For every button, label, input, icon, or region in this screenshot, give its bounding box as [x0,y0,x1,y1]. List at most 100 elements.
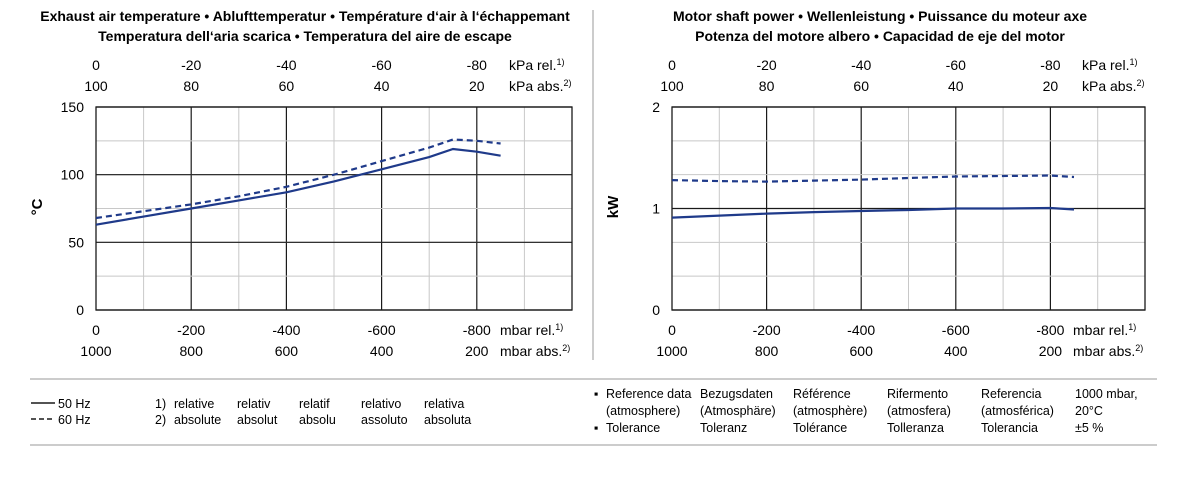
x-top-abs-tick-label: 100 [660,78,684,94]
x-bottom-rel-tick-label: -600 [942,322,970,338]
x-top-rel-tick-label: -20 [756,57,776,73]
reference-en-line1: Reference data [606,387,692,401]
reference-de-line2: (Atmosphäre) [700,404,776,418]
footnote-fr-absolu: absolu [299,413,336,427]
x-bottom-rel-tick-label: 0 [668,322,676,338]
x-bottom-rel-unit: mbar rel.1) [500,322,563,338]
reference-it-line3: Tolleranza [887,421,944,435]
reference-fr-line3: Tolérance [793,421,847,435]
footnote-number-1: 1) [155,397,166,411]
reference-value-line2: 20°C [1075,404,1103,418]
x-bottom-abs-tick-label: 200 [1039,343,1063,359]
x-top-rel-tick-label: -40 [276,57,296,73]
y-tick-label: 2 [652,99,660,115]
x-bottom-rel-tick-label: -800 [463,322,491,338]
y-tick-label: 100 [61,167,85,183]
x-bottom-abs-unit: mbar abs.2) [1073,343,1143,359]
footnote-es-absoluta: absoluta [424,413,471,427]
right-chart-title-line2: Potenza del motore albero • Capacidad de… [695,28,1065,44]
x-bottom-abs-tick-label: 1000 [80,343,111,359]
footnote-it-relativo: relativo [361,397,401,411]
x-bottom-abs-tick-label: 400 [944,343,968,359]
footnote-de-absolut: absolut [237,413,278,427]
x-top-abs-tick-label: 80 [759,78,775,94]
x-top-rel-tick-label: -60 [371,57,391,73]
x-top-rel-tick-label: -60 [946,57,966,73]
x-bottom-rel-tick-label: -400 [847,322,875,338]
x-bottom-abs-tick-label: 600 [275,343,299,359]
y-tick-label: 1 [652,201,660,217]
reference-fr-line2: (atmosphère) [793,404,867,418]
footnote-en-relative: relative [174,397,214,411]
reference-en-line3: Tolerance [606,421,660,435]
x-bottom-rel-unit: mbar rel.1) [1073,322,1136,338]
y-tick-label: 0 [76,302,84,318]
legend-60hz-label: 60 Hz [58,413,91,427]
legend-50hz-label: 50 Hz [58,397,91,411]
plot-frame [671,106,1146,311]
reference-value-line1: 1000 mbar, [1075,387,1138,401]
x-bottom-abs-tick-label: 800 [755,343,779,359]
legend: 50 Hz 60 Hz [31,397,91,427]
x-bottom-rel-tick-label: -400 [272,322,300,338]
x-top-rel-unit: kPa rel.1) [509,57,564,73]
x-top-abs-unit: kPa abs.2) [509,78,572,94]
x-top-rel-tick-label: 0 [92,57,100,73]
reference-bullet-1: ▪ [594,387,598,401]
left-chart-axes: 150100500010001000-2080-200800-4060-4006… [61,57,572,359]
x-top-abs-tick-label: 40 [374,78,390,94]
x-top-rel-tick-label: -20 [181,57,201,73]
footnote-number-2: 2) [155,413,166,427]
reference-de-line1: Bezugsdaten [700,387,773,401]
x-bottom-abs-tick-label: 400 [370,343,394,359]
reference-es-line1: Referencia [981,387,1041,401]
x-top-rel-tick-label: -40 [851,57,871,73]
reference-de-line3: Toleranz [700,421,747,435]
x-top-abs-tick-label: 20 [1043,78,1059,94]
reference-data: ▪ ▪ Reference data (atmosphere) Toleranc… [594,387,1138,435]
footnote-en-absolute: absolute [174,413,221,427]
left-chart-title-line1: Exhaust air temperature • Ablufttemperat… [40,8,570,24]
x-top-abs-tick-label: 80 [183,78,199,94]
x-top-abs-unit: kPa abs.2) [1082,78,1145,94]
reference-it-line1: Rifermento [887,387,948,401]
footnote-fr-relatif: relatif [299,397,330,411]
reference-es-line2: (atmosférica) [981,404,1054,418]
x-bottom-rel-tick-label: -800 [1036,322,1064,338]
right-chart-grid [671,106,1146,311]
series-line-50hz [95,147,501,226]
x-bottom-rel-tick-label: -200 [753,322,781,338]
x-top-rel-tick-label: 0 [668,57,676,73]
reference-value-line3: ±5 % [1075,421,1103,435]
right-chart-axes: 210010001000-2080-200800-4060-400600-604… [652,57,1144,359]
x-bottom-rel-tick-label: 0 [92,322,100,338]
reference-it-line2: (atmosfera) [887,404,951,418]
footnote-de-relativ: relativ [237,397,271,411]
x-top-abs-tick-label: 60 [279,78,295,94]
reference-bullet-2: ▪ [594,421,598,435]
y-tick-label: 50 [68,234,84,250]
right-chart-y-axis-label: kW [605,195,622,218]
x-bottom-abs-unit: mbar abs.2) [500,343,570,359]
x-bottom-rel-tick-label: -200 [177,322,205,338]
x-bottom-abs-tick-label: 1000 [656,343,687,359]
footnote-es-relativa: relativa [424,397,464,411]
footnote-it-assoluto: assoluto [361,413,408,427]
x-top-abs-tick-label: 100 [84,78,108,94]
y-tick-label: 150 [61,99,85,115]
x-bottom-abs-tick-label: 600 [850,343,874,359]
left-chart-y-axis-label: °C [29,198,46,215]
left-chart-title-line2: Temperatura dell‘aria scarica • Temperat… [98,28,512,44]
x-top-abs-tick-label: 60 [853,78,869,94]
x-top-rel-tick-label: -80 [1040,57,1060,73]
x-top-rel-unit: kPa rel.1) [1082,57,1137,73]
reference-es-line3: Tolerancia [981,421,1038,435]
left-chart-series [95,138,501,226]
plot-frame [95,106,573,311]
series-line-60hz [671,174,1075,183]
y-tick-label: 0 [652,302,660,318]
x-top-abs-tick-label: 40 [948,78,964,94]
x-bottom-rel-tick-label: -600 [368,322,396,338]
series-line-50hz [671,206,1075,219]
